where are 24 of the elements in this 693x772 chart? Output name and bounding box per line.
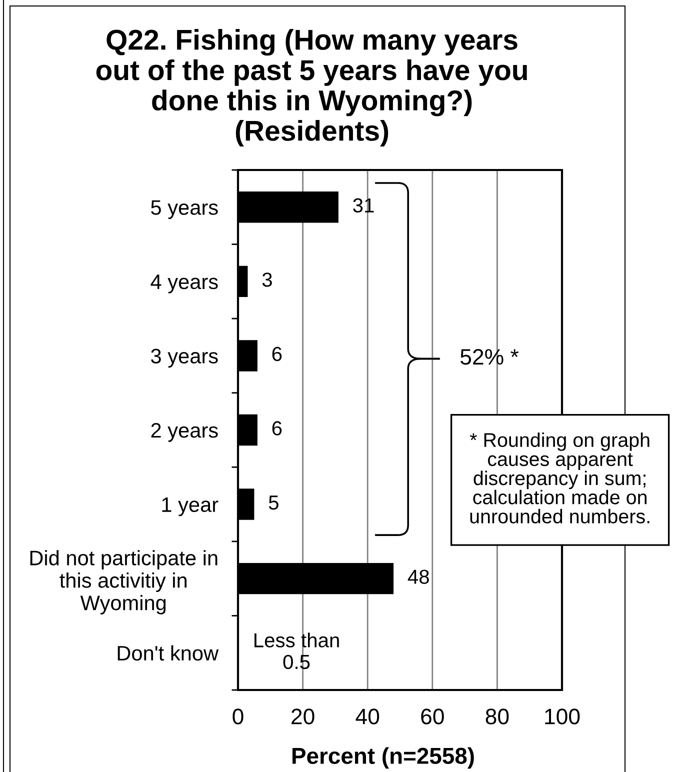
- chart-title: Q22. Fishing (How many years out of the past 5 years have you done this in Wyoming?) (Residents): [96, 29, 527, 147]
- x-tick-label: 60: [421, 708, 444, 724]
- x-tick-label: 0: [232, 708, 244, 724]
- y-tick-label: Did not participate in this activitiy in Wyoming: [30, 550, 218, 614]
- x-tick-label: 100: [545, 708, 580, 724]
- data-label: 31: [353, 198, 374, 213]
- data-label: 6: [272, 346, 282, 362]
- x-tick-label: 80: [486, 708, 509, 724]
- annotation: 52% *: [460, 348, 519, 365]
- y-tick-label: Don't know: [118, 645, 219, 661]
- x-axis-title: Percent (n=2558): [292, 747, 474, 769]
- data-label: Less than 0.5: [254, 632, 339, 670]
- annotation: * Rounding on graph causes apparent discrepancy in sum; calculation made on unrounded numbers.: [470, 432, 650, 524]
- y-tick-label: 4 years: [150, 274, 218, 294]
- y-tick-label: 3 years: [151, 348, 218, 368]
- x-tick-label: 20: [292, 708, 314, 724]
- y-tick-label: 1 year: [162, 498, 218, 516]
- data-label: 5: [268, 496, 278, 510]
- y-tick-label: 5 years: [151, 200, 218, 220]
- y-tick-label: 2 years: [151, 423, 218, 442]
- data-label: 6: [272, 421, 282, 436]
- data-label: 48: [408, 570, 429, 584]
- x-tick-label: 40: [356, 708, 380, 724]
- data-label: 3: [262, 272, 272, 287]
